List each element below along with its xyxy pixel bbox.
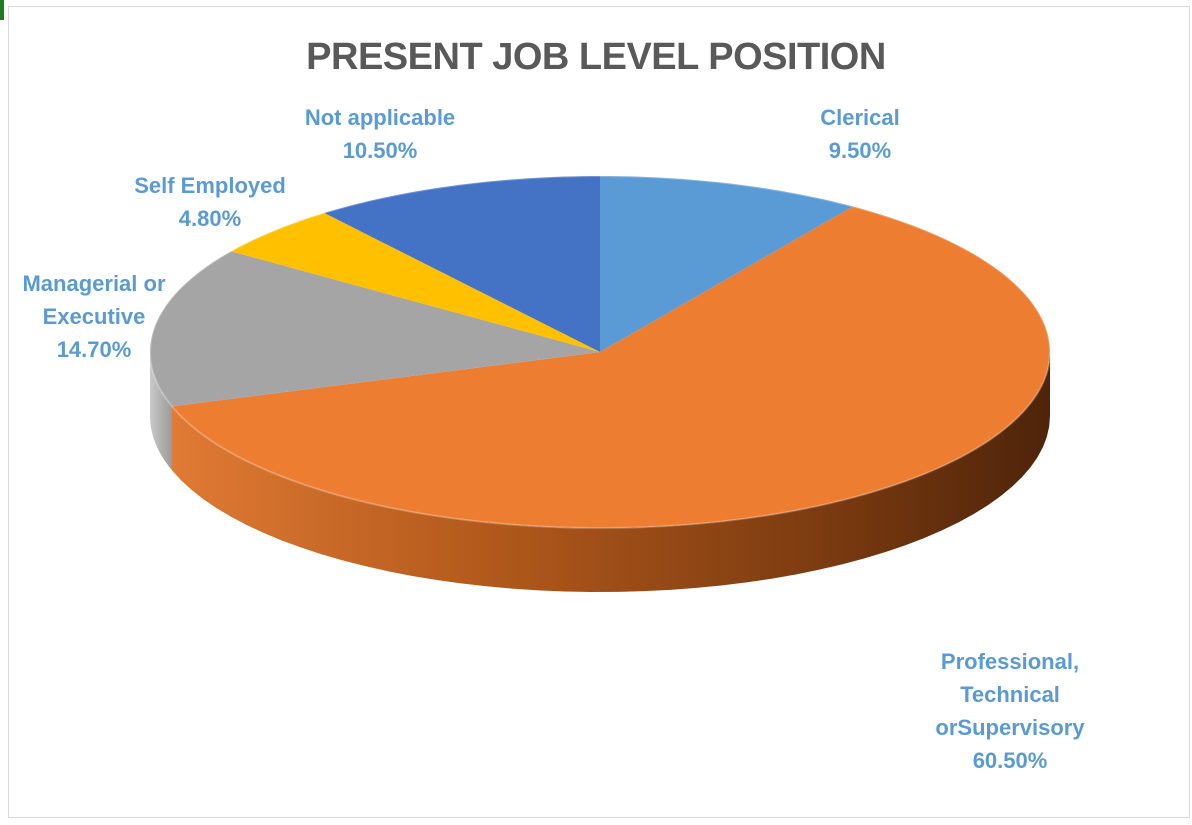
- pie-top-group: [149, 175, 1051, 529]
- pie-side-professional-technical-orsupervisory: [172, 352, 1050, 592]
- pie-slice-not-applicable[interactable]: [324, 176, 600, 352]
- data-label-not-applicable: Not applicable 10.50%: [230, 101, 530, 167]
- pie-rim: [149, 175, 1051, 529]
- data-label-name: Self Employed: [134, 173, 286, 198]
- data-label-value: 9.50%: [828, 138, 892, 163]
- data-label-name: Managerial or Executive: [22, 271, 166, 329]
- pie-slice-clerical[interactable]: [600, 176, 853, 352]
- pie-slice-self-employed[interactable]: [231, 212, 600, 352]
- data-label-name: Professional, Technical orSupervisory: [935, 649, 1085, 740]
- data-label-professional-technical-orsupervisory: Professional, Technical orSupervisory 60.…: [860, 645, 1160, 777]
- pie-slice-managerial-or-executive[interactable]: [150, 251, 600, 407]
- pie-side-group: [150, 352, 1050, 592]
- data-label-clerical: Clerical 9.50%: [710, 101, 1010, 167]
- pie-side-managerial-or-executive: [150, 352, 173, 471]
- data-label-managerial-or-executive: Managerial or Executive 14.70%: [0, 267, 244, 366]
- data-label-value: 10.50%: [342, 138, 418, 163]
- data-label-value: 60.50%: [972, 748, 1048, 773]
- data-label-value: 14.70%: [56, 337, 132, 362]
- data-label-name: Clerical: [820, 105, 900, 130]
- data-label-name: Not applicable: [304, 105, 456, 130]
- chart-title: PRESENT JOB LEVEL POSITION: [306, 36, 886, 78]
- data-label-value: 4.80%: [178, 206, 242, 231]
- pie-slice-professional-technical-orsupervisory[interactable]: [172, 206, 1050, 528]
- corner-mark: [0, 0, 4, 20]
- data-label-self-employed: Self Employed 4.80%: [60, 169, 360, 235]
